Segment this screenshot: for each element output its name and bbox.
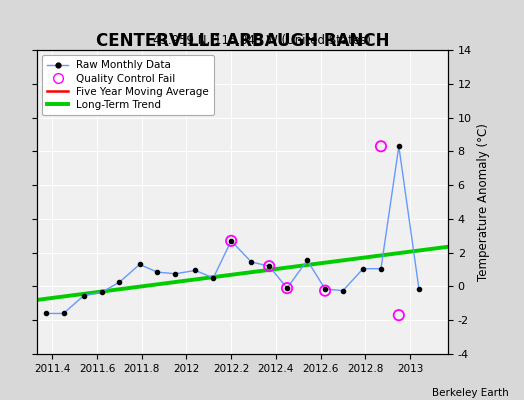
Raw Monthly Data bbox=[99, 290, 105, 295]
Raw Monthly Data bbox=[284, 286, 290, 290]
Raw Monthly Data bbox=[228, 238, 234, 243]
Quality Control Fail bbox=[321, 288, 329, 294]
Raw Monthly Data bbox=[322, 286, 328, 291]
Text: Berkeley Earth: Berkeley Earth bbox=[432, 388, 508, 398]
Raw Monthly Data bbox=[210, 276, 216, 280]
Quality Control Fail bbox=[377, 143, 385, 150]
Title: CENTERVILLE ARBAUGH RANCH: CENTERVILLE ARBAUGH RANCH bbox=[95, 32, 389, 50]
Quality Control Fail bbox=[265, 263, 274, 269]
Raw Monthly Data bbox=[192, 268, 199, 273]
Raw Monthly Data bbox=[416, 286, 422, 291]
Raw Monthly Data bbox=[378, 266, 384, 271]
Raw Monthly Data bbox=[42, 311, 49, 316]
Raw Monthly Data bbox=[172, 271, 179, 276]
Raw Monthly Data bbox=[360, 266, 366, 271]
Text: 43.959 N, 115.845 W (United States): 43.959 N, 115.845 W (United States) bbox=[153, 34, 371, 47]
Raw Monthly Data bbox=[116, 280, 123, 285]
Line: Raw Monthly Data: Raw Monthly Data bbox=[43, 144, 421, 316]
Raw Monthly Data bbox=[396, 144, 402, 149]
Raw Monthly Data bbox=[154, 270, 160, 274]
Raw Monthly Data bbox=[266, 264, 272, 268]
Legend: Raw Monthly Data, Quality Control Fail, Five Year Moving Average, Long-Term Tren: Raw Monthly Data, Quality Control Fail, … bbox=[42, 55, 214, 115]
Raw Monthly Data bbox=[248, 260, 255, 264]
Quality Control Fail bbox=[395, 312, 403, 318]
Y-axis label: Temperature Anomaly (°C): Temperature Anomaly (°C) bbox=[477, 123, 490, 281]
Quality Control Fail bbox=[227, 238, 235, 244]
Raw Monthly Data bbox=[81, 293, 87, 298]
Raw Monthly Data bbox=[340, 288, 346, 293]
Quality Control Fail bbox=[283, 285, 291, 291]
Raw Monthly Data bbox=[304, 258, 310, 263]
Raw Monthly Data bbox=[60, 311, 67, 316]
Raw Monthly Data bbox=[136, 262, 143, 267]
